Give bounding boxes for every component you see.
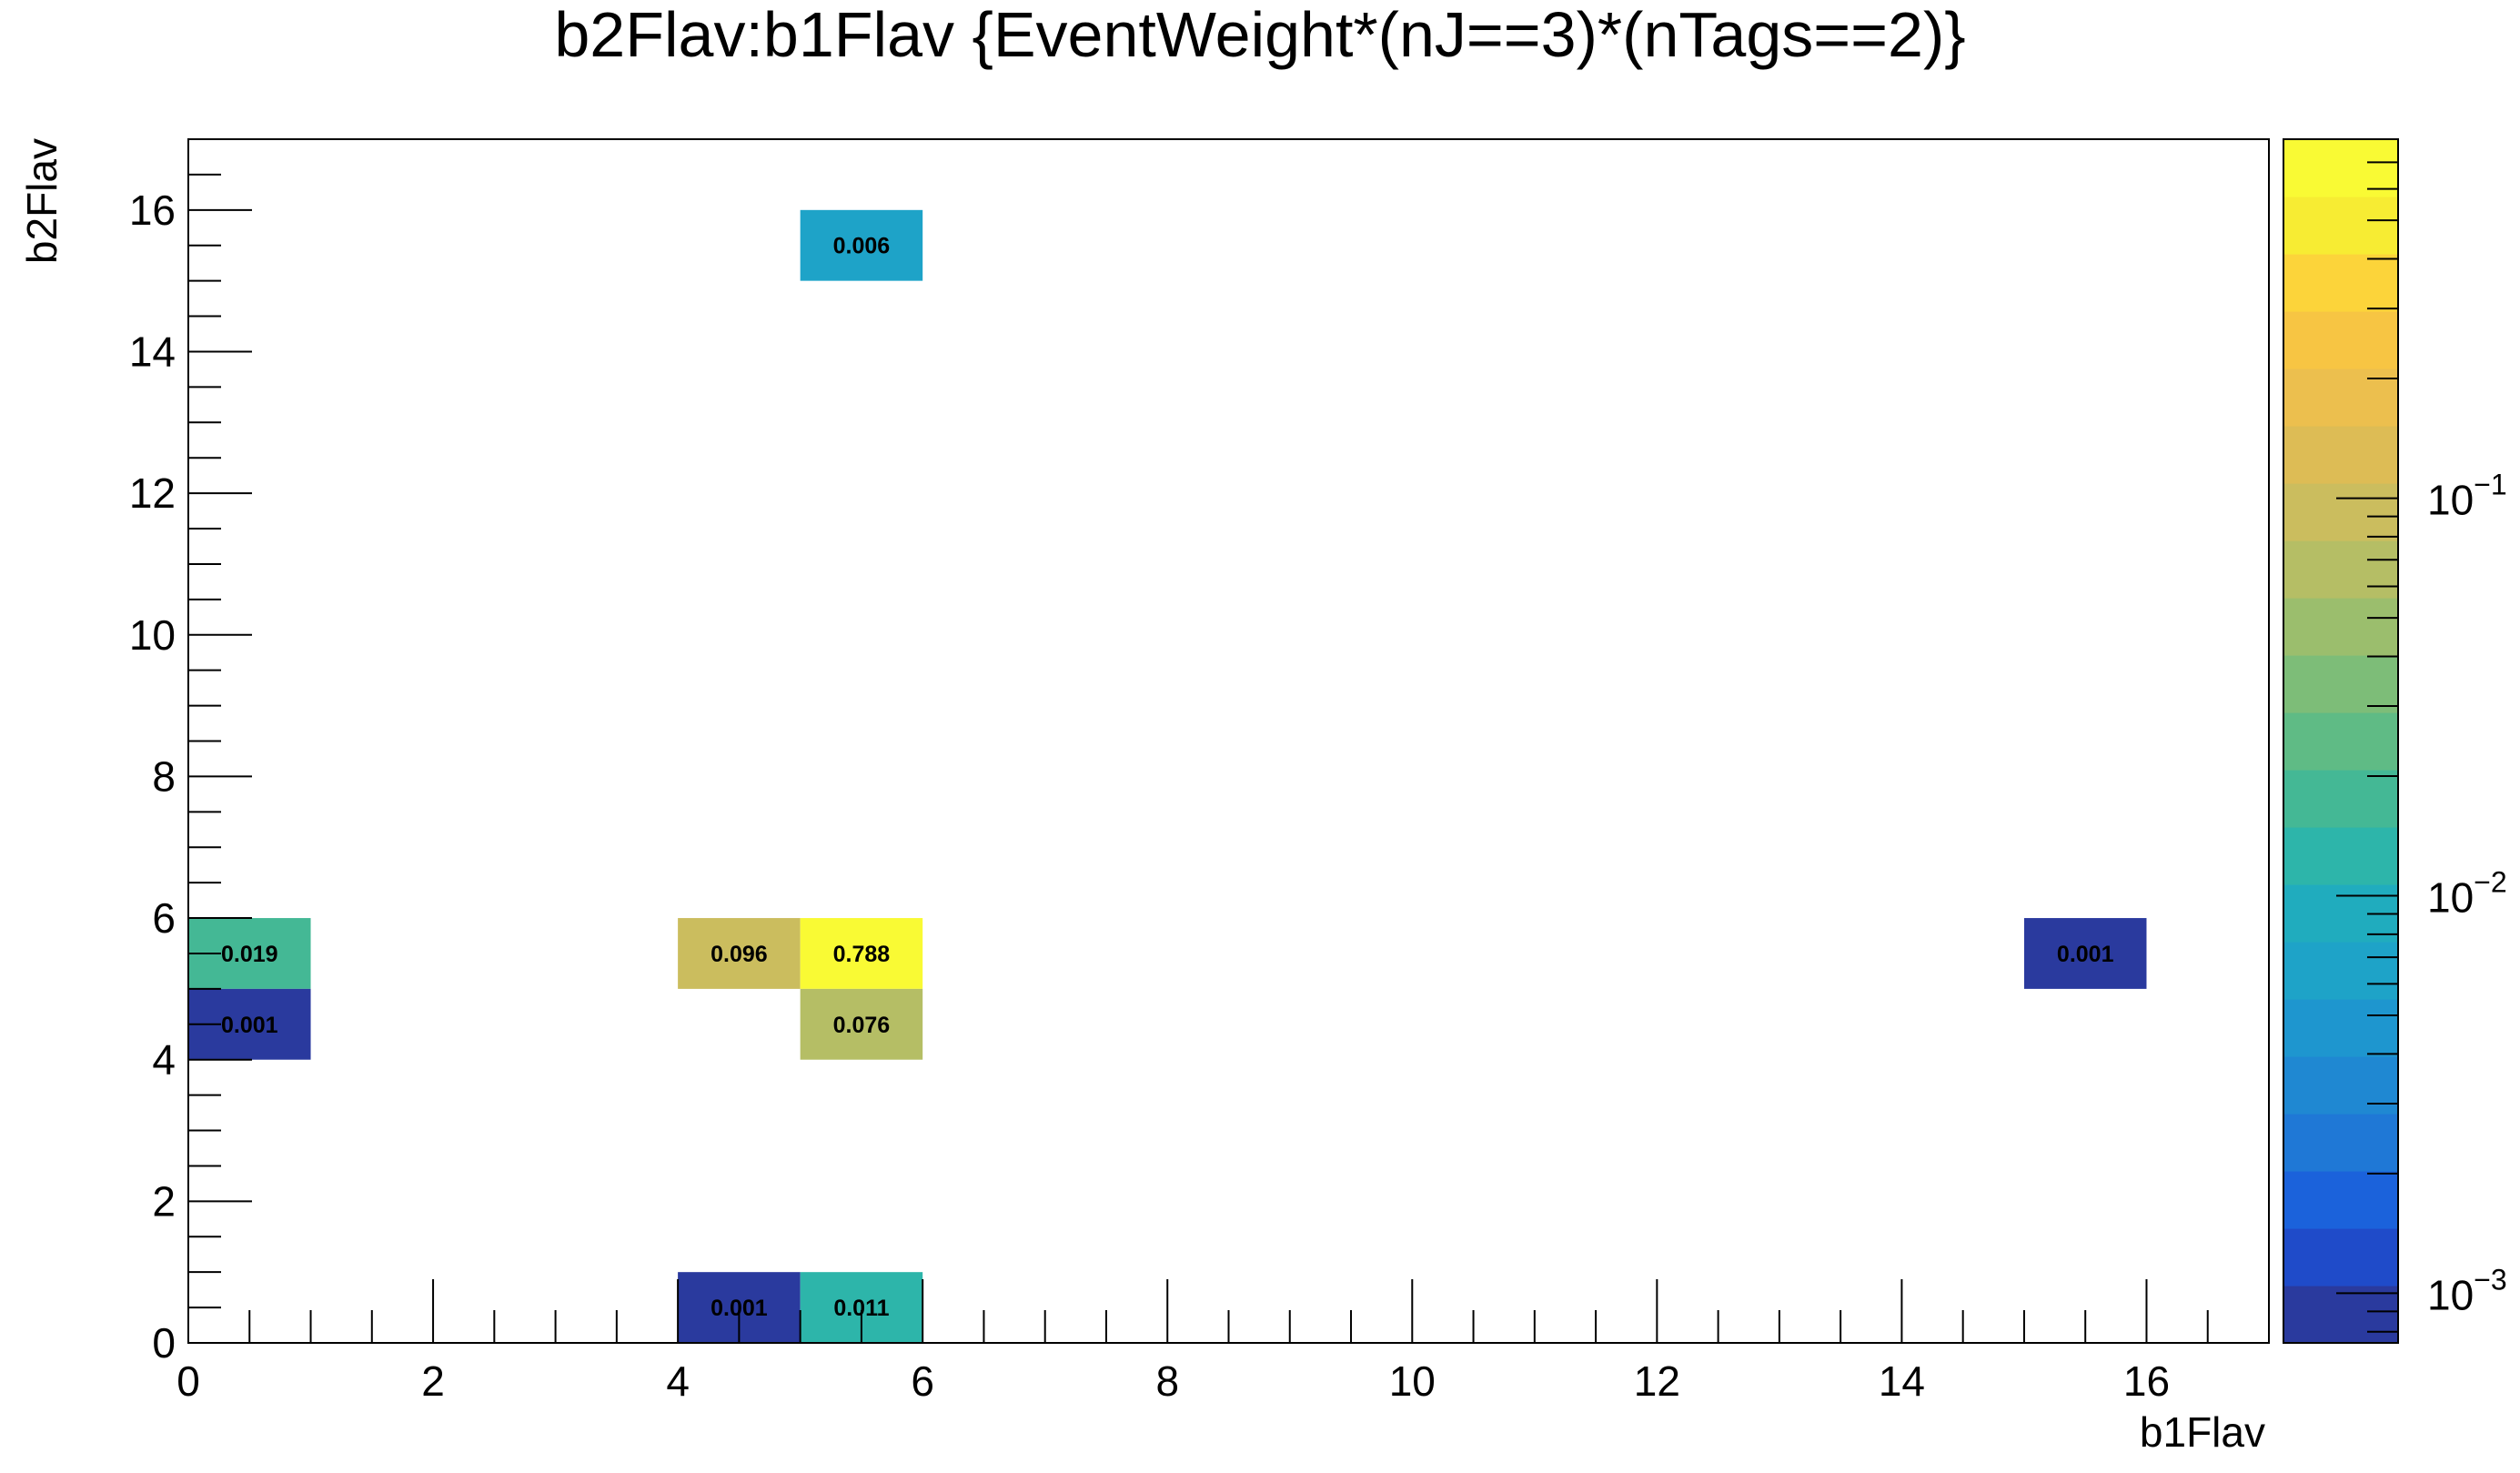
colorbar-band-11 bbox=[2283, 655, 2398, 713]
y-tick-label: 2 bbox=[152, 1177, 176, 1225]
colorbar-tick-label: 10−2 bbox=[2427, 865, 2507, 921]
cell-label-4: 0.001 bbox=[2057, 942, 2114, 967]
x-tick-label: 6 bbox=[911, 1357, 934, 1405]
y-tick-label: 16 bbox=[129, 187, 176, 234]
heatmap-cell-3 bbox=[800, 918, 923, 989]
plot-frame bbox=[187, 138, 2270, 1344]
colorbar-frame bbox=[2283, 138, 2399, 1344]
colorbar-band-13 bbox=[2283, 540, 2398, 599]
x-tick-label: 2 bbox=[421, 1357, 445, 1405]
x-axis-label: b1Flav bbox=[2140, 1408, 2265, 1456]
heatmap-cell-0 bbox=[800, 209, 923, 281]
colorbar-band-16 bbox=[2283, 368, 2398, 427]
x-tick-label: 16 bbox=[2123, 1357, 2170, 1405]
x-tick-label: 0 bbox=[176, 1357, 200, 1405]
x-tick-label: 12 bbox=[1634, 1357, 1680, 1405]
colorbar-band-15 bbox=[2283, 426, 2398, 484]
colorbar-band-12 bbox=[2283, 598, 2398, 656]
y-tick-label: 0 bbox=[152, 1319, 176, 1367]
x-tick-label: 8 bbox=[1155, 1357, 1179, 1405]
x-tick-label: 10 bbox=[1389, 1357, 1436, 1405]
y-tick-label: 4 bbox=[152, 1036, 176, 1084]
y-tick-label: 12 bbox=[129, 469, 176, 517]
colorbar-band-1 bbox=[2283, 1228, 2398, 1286]
colorbar-band-9 bbox=[2283, 770, 2398, 828]
colorbar-band-4 bbox=[2283, 1056, 2398, 1115]
colorbar-band-3 bbox=[2283, 1114, 2398, 1172]
y-tick-label: 14 bbox=[129, 328, 176, 375]
colorbar-band-10 bbox=[2283, 712, 2398, 771]
cell-label-5: 0.001 bbox=[221, 1013, 278, 1038]
colorbar-band-14 bbox=[2283, 483, 2398, 541]
colorbar-band-2 bbox=[2283, 1171, 2398, 1229]
y-tick-label: 8 bbox=[152, 752, 176, 800]
colorbar-band-0 bbox=[2283, 1286, 2398, 1344]
colorbar: 10−3 10−2 10−1 bbox=[2283, 138, 2507, 1344]
heatmap-cell-6 bbox=[800, 988, 923, 1060]
y-tick-label: 6 bbox=[152, 894, 176, 942]
heatmap-cell-2 bbox=[678, 918, 801, 989]
colorbar-band-19 bbox=[2283, 197, 2398, 255]
colorbar-band-5 bbox=[2283, 999, 2398, 1057]
cell-label-1: 0.019 bbox=[221, 942, 278, 967]
colorbar-tick-label: 10−3 bbox=[2427, 1263, 2507, 1318]
x-tick-label: 4 bbox=[666, 1357, 690, 1405]
colorbar-band-6 bbox=[2283, 942, 2398, 1000]
colorbar-band-17 bbox=[2283, 311, 2398, 369]
y-tick-label: 10 bbox=[129, 611, 176, 659]
colorbar-band-18 bbox=[2283, 254, 2398, 312]
chart-title: b2Flav:b1Flav {EventWeight*(nJ==3)*(nTag… bbox=[554, 0, 1965, 70]
cell-label-3: 0.788 bbox=[833, 942, 891, 967]
colorbar-band-20 bbox=[2283, 139, 2398, 197]
cell-label-2: 0.096 bbox=[711, 942, 768, 967]
colorbar-tick-label: 10−1 bbox=[2427, 469, 2507, 524]
colorbar-band-8 bbox=[2283, 827, 2398, 885]
heatmap-cell-4 bbox=[2023, 918, 2147, 989]
x-tick-label: 14 bbox=[1879, 1357, 1925, 1405]
cell-label-0: 0.006 bbox=[833, 234, 891, 259]
cell-label-6: 0.076 bbox=[833, 1013, 891, 1038]
y-axis-label: b2Flav bbox=[18, 138, 66, 264]
